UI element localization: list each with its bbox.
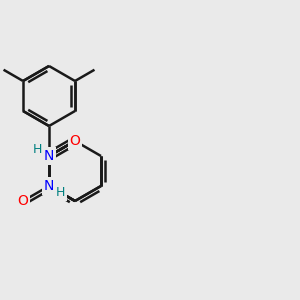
Text: N: N bbox=[44, 149, 54, 163]
Text: H: H bbox=[56, 186, 65, 199]
Text: N: N bbox=[44, 179, 54, 193]
Text: O: O bbox=[18, 194, 28, 208]
Text: O: O bbox=[70, 134, 80, 148]
Text: H: H bbox=[33, 143, 42, 156]
